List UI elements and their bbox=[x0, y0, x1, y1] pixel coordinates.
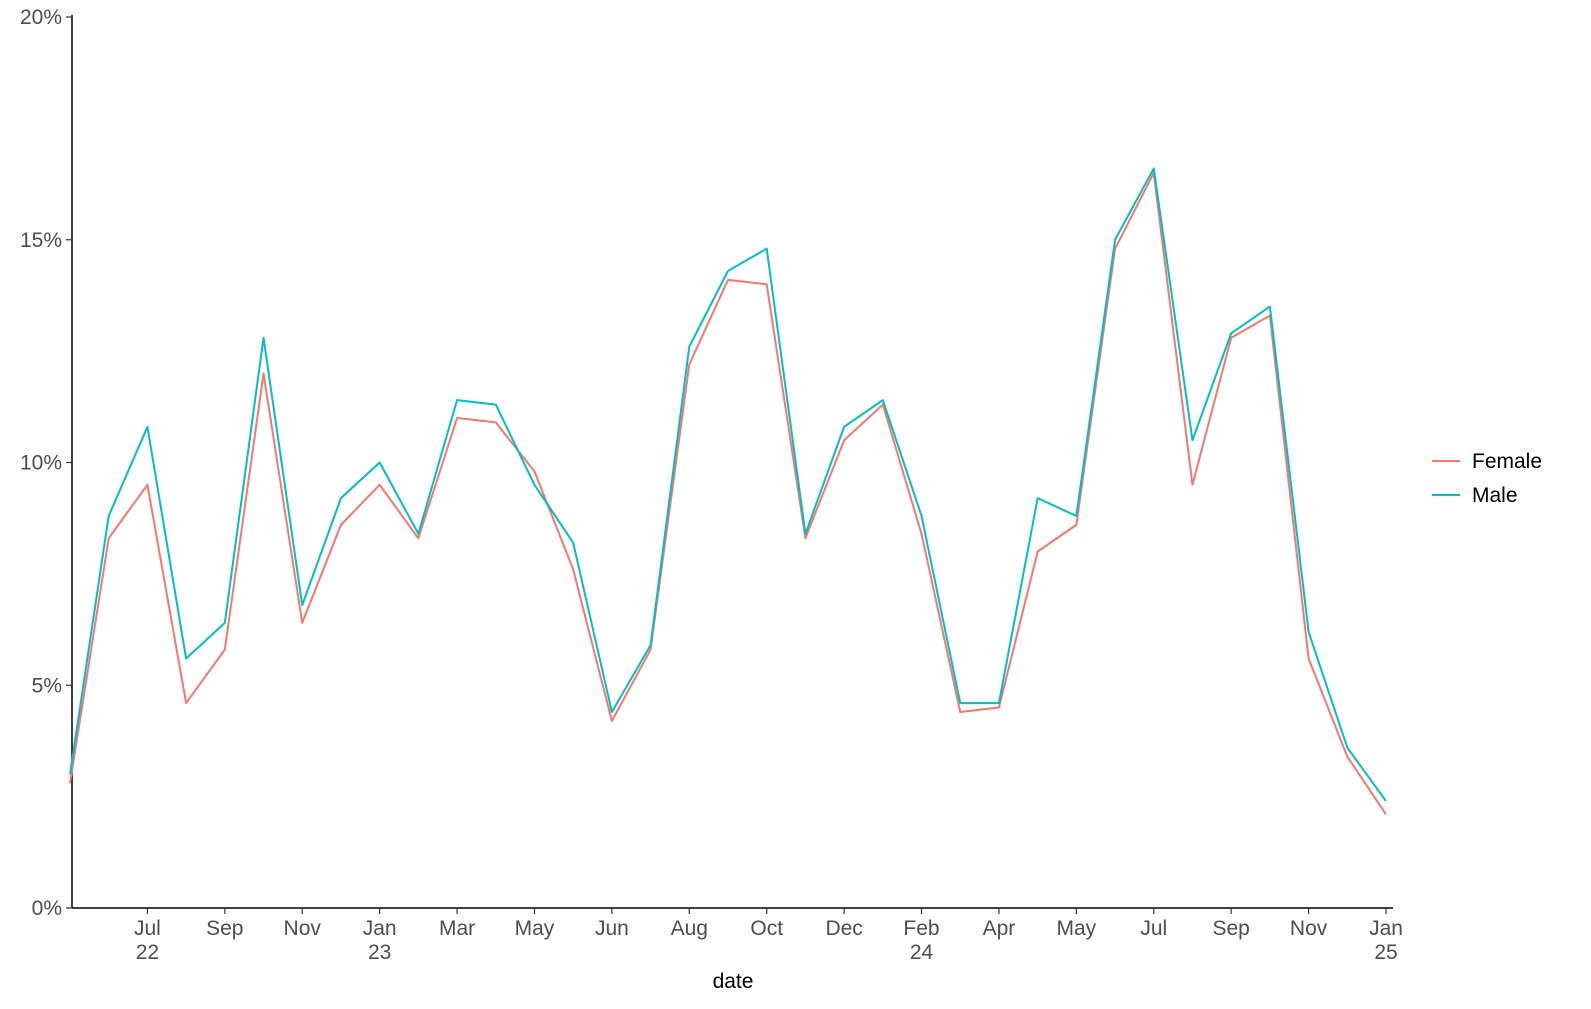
x-tick-label: Sep bbox=[1212, 917, 1249, 940]
x-tick-label: Mar bbox=[439, 917, 475, 940]
x-tick-label: Jun bbox=[595, 917, 629, 940]
y-tick-label: 10% bbox=[20, 452, 62, 475]
y-tick-label: 5% bbox=[32, 674, 62, 697]
x-tick-label: Jul 22 bbox=[134, 917, 161, 964]
legend-label: Male bbox=[1472, 484, 1518, 507]
legend: Female Male bbox=[1432, 450, 1542, 507]
x-tick-label: Jan 25 bbox=[1369, 917, 1403, 964]
legend-label: Female bbox=[1472, 450, 1542, 473]
y-tick-label: 20% bbox=[20, 6, 62, 29]
x-axis-title: date bbox=[713, 970, 754, 993]
x-tick-label: May bbox=[1057, 917, 1097, 940]
x-tick-label: Oct bbox=[750, 917, 783, 940]
x-tick-label: Jul bbox=[1140, 917, 1167, 940]
x-tick-label: Sep bbox=[206, 917, 243, 940]
x-tick-label: Jan 23 bbox=[363, 917, 397, 964]
x-tick-label: Nov bbox=[284, 917, 322, 940]
x-tick-label: Feb 24 bbox=[903, 917, 939, 964]
x-tick-label: May bbox=[515, 917, 555, 940]
x-tick-label: Nov bbox=[1290, 917, 1328, 940]
series-line bbox=[69, 167, 1387, 802]
y-tick-label: 0% bbox=[32, 897, 62, 920]
x-tick-label: Apr bbox=[983, 917, 1016, 940]
y-tick-label: 15% bbox=[20, 229, 62, 252]
x-tick-label: Aug bbox=[671, 917, 708, 940]
x-tick-label: Dec bbox=[825, 917, 862, 940]
series-line bbox=[69, 171, 1387, 816]
